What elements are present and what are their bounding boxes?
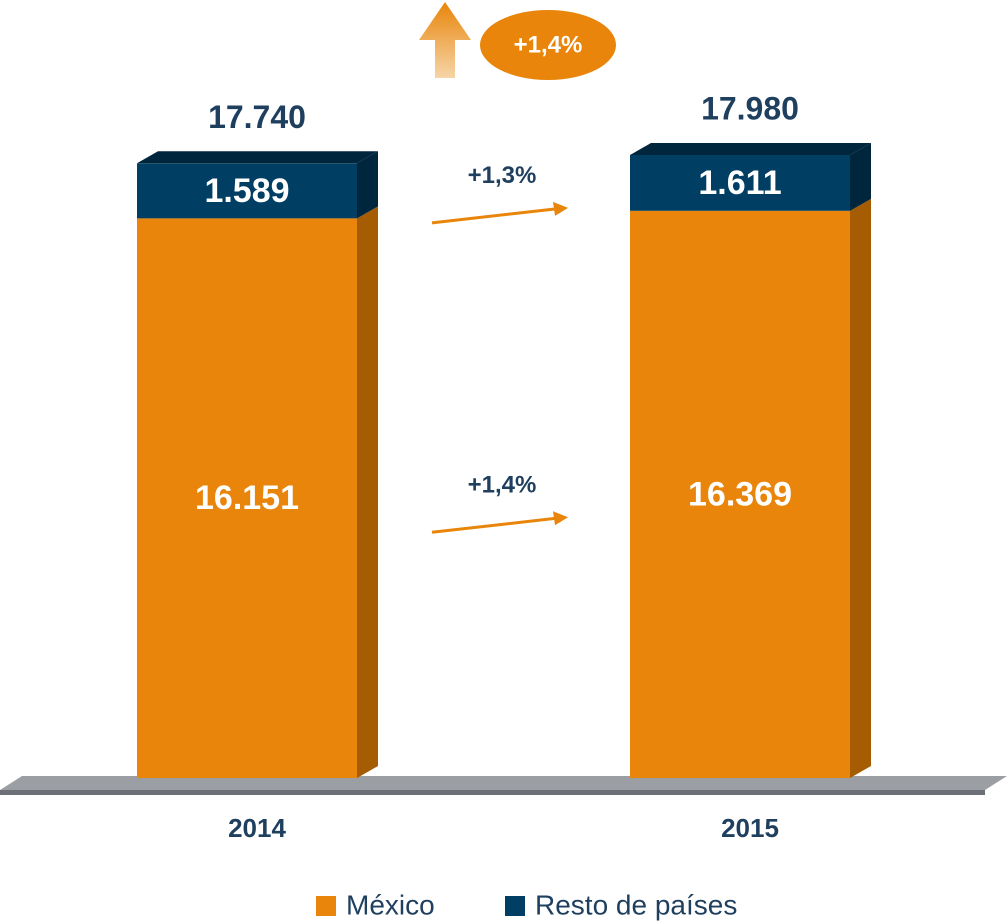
headline-growth: +1,4% (514, 31, 583, 58)
bar-segment (137, 163, 357, 219)
bar-top (630, 142, 871, 155)
floor-edge (0, 790, 985, 795)
growth-label: +1,3% (468, 162, 537, 189)
up-arrow (419, 2, 471, 78)
growth-arrow (431, 516, 557, 534)
legend-label: México (346, 889, 435, 920)
x-tick-label: 2014 (228, 813, 286, 843)
total-label: 17.980 (701, 90, 799, 126)
floor (0, 776, 1007, 790)
value-label: 1.589 (204, 172, 289, 210)
bar-segment (630, 210, 850, 778)
value-label: 1.611 (698, 164, 781, 202)
total-label: 17.740 (208, 99, 306, 135)
x-tick-label: 2015 (721, 813, 779, 843)
value-label: 16.151 (195, 479, 299, 517)
growth-arrowhead (553, 511, 568, 526)
growth-label: +1,4% (468, 472, 537, 499)
bar-side (357, 151, 378, 219)
bar-segment (137, 218, 357, 778)
legend-label: Resto de países (535, 889, 737, 920)
growth-arrow (431, 207, 557, 225)
legend-swatch (316, 896, 336, 916)
bar-segment (630, 154, 850, 211)
bar-side (357, 206, 378, 778)
bar-side (850, 198, 871, 778)
bar-side (850, 142, 871, 211)
value-label: 16.369 (688, 475, 792, 513)
legend-swatch (505, 896, 525, 916)
bar-top (137, 151, 378, 164)
growth-arrowhead (553, 201, 568, 216)
headline-badge (480, 10, 616, 80)
